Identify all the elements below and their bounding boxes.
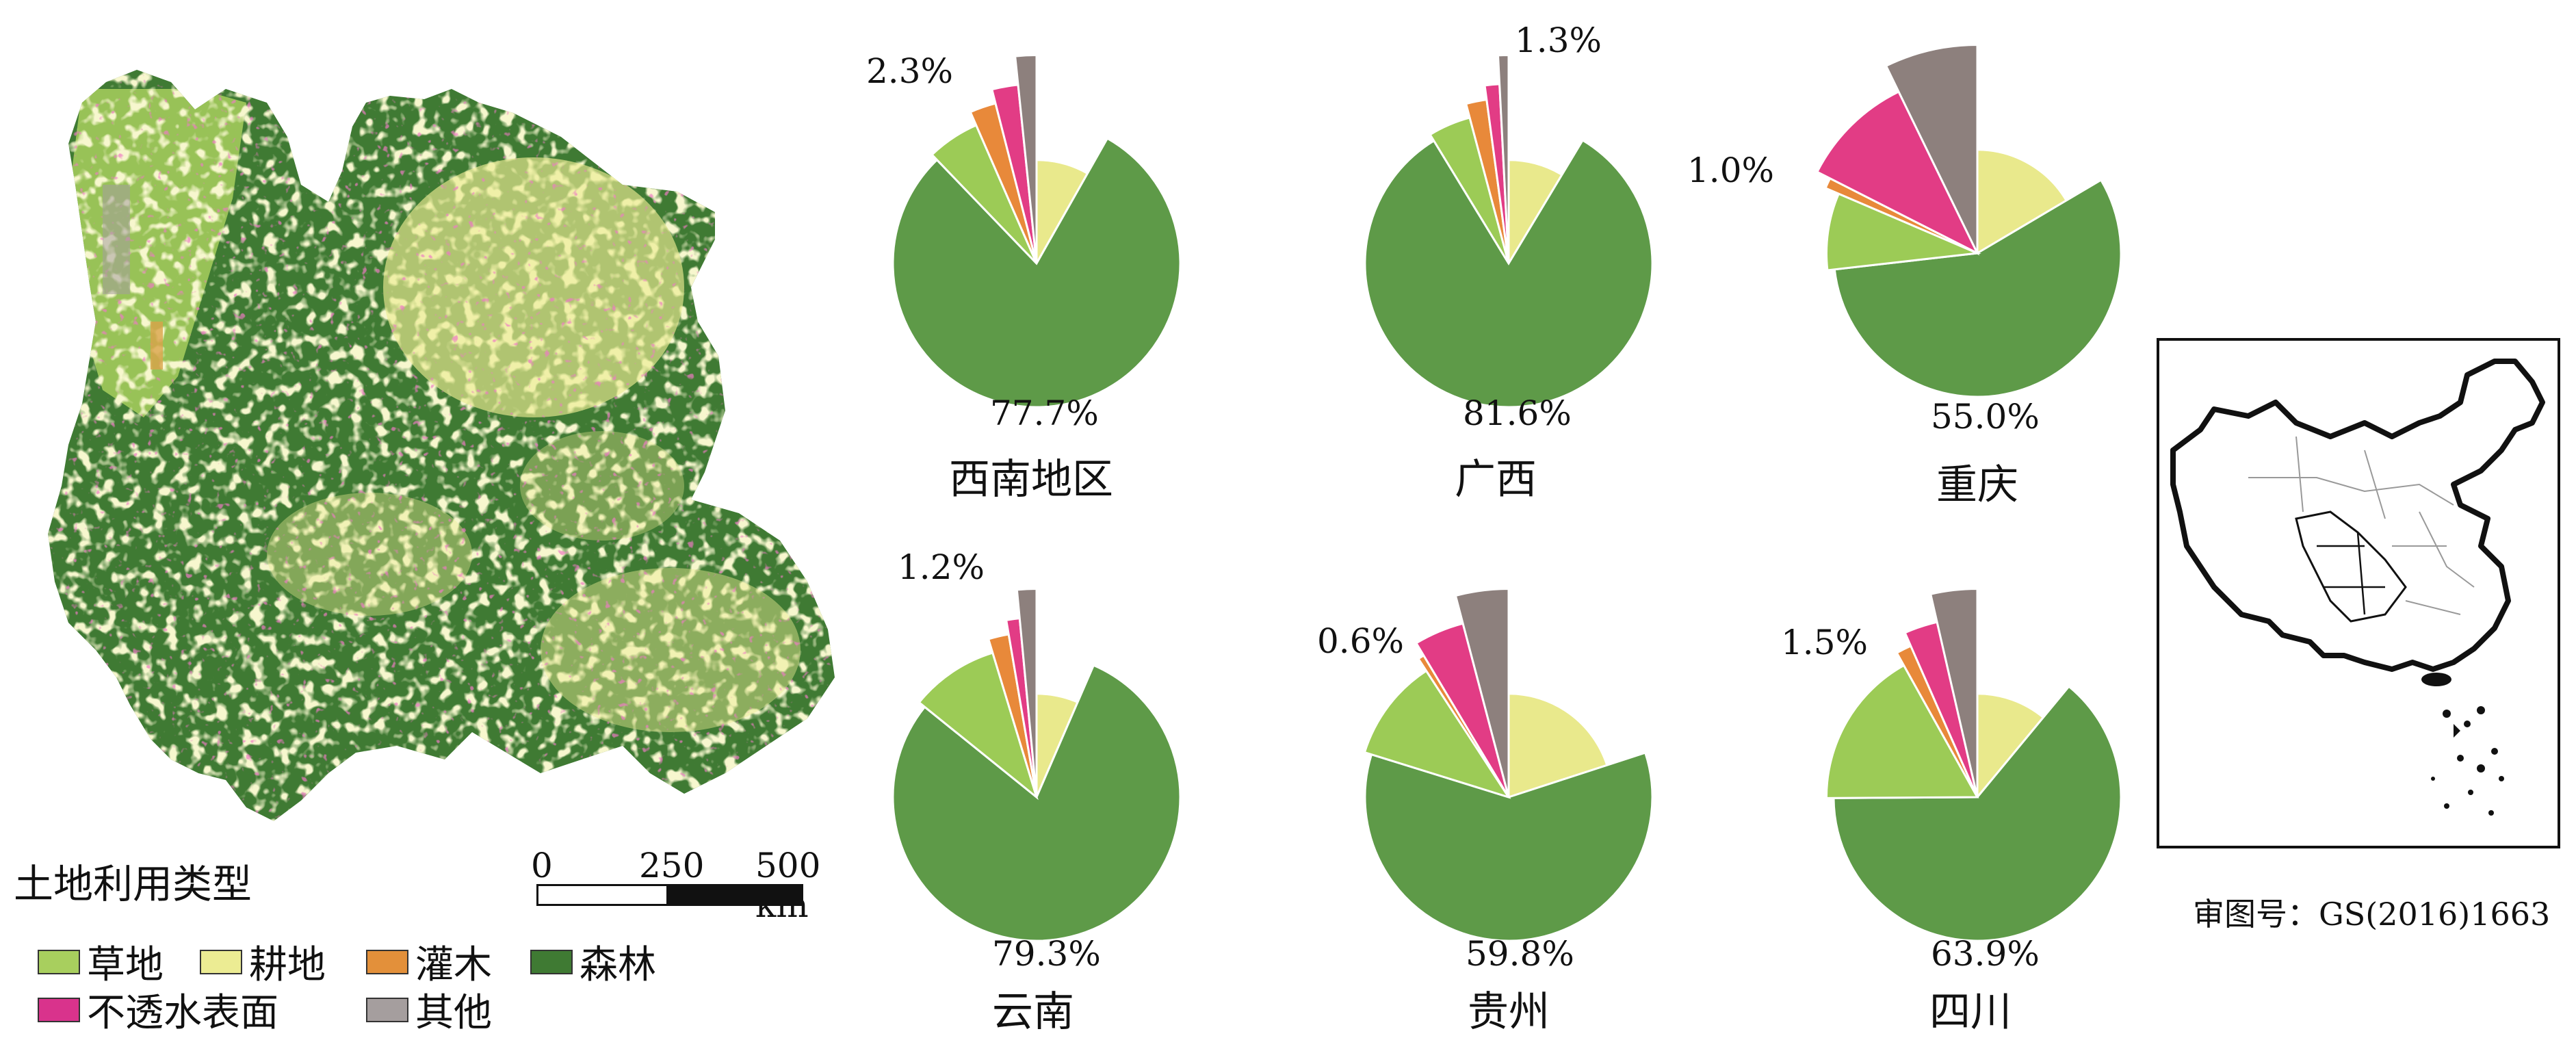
legend-swatch-impervious	[38, 997, 80, 1022]
legend-swatch-farm	[200, 949, 242, 974]
pie-slice-forest-5	[1832, 685, 2122, 942]
landuse-map	[48, 70, 835, 821]
pie-slice-forest-1	[1364, 138, 1654, 408]
legend-label-grass: 草地	[87, 943, 164, 987]
china-inset-outline	[2170, 359, 2545, 816]
pie-label-forest-sichuan: 63.9%	[1931, 934, 2040, 974]
pie-label-impervious-southwest: 2.3%	[866, 51, 954, 91]
pie-slice-farm-2	[1976, 148, 2068, 255]
pie-label-impervious-guangxi: 1.3%	[1515, 21, 1602, 60]
legend-swatch-grass	[38, 949, 80, 974]
pie-slice-grass-4	[1363, 669, 1511, 799]
scale-bar-black-segment	[668, 884, 803, 906]
legend-label-forest: 森林	[580, 943, 656, 987]
legend-swatch-shrub	[366, 949, 408, 974]
pie-slice-forest-4	[1364, 751, 1654, 942]
pie-slice-grass-2	[1825, 192, 1981, 272]
china-inset-map	[2157, 338, 2560, 848]
legend-item-farm: 耕地	[200, 934, 326, 989]
pie-slice-farm-5	[1976, 692, 2045, 801]
legend-label-impervious: 不透水表面	[87, 991, 278, 1035]
pie-title-sichuan: 四川	[1929, 988, 2012, 1036]
pie-title-guangxi: 广西	[1455, 456, 1537, 504]
legend-swatch-other	[366, 997, 408, 1022]
legend-item-grass: 草地	[38, 934, 164, 989]
scale-bar: 0 250 500 km	[531, 846, 820, 925]
pie-label-forest-chongqing: 55.0%	[1931, 397, 2040, 437]
legend-label-other: 其他	[415, 991, 492, 1035]
pie-slice-other-5	[1929, 587, 1979, 798]
pie-label-forest-southwest: 77.7%	[990, 393, 1099, 433]
legend-item-other: 其他	[366, 982, 492, 1037]
pie-title-southwest: 西南地区	[949, 456, 1113, 504]
pie-label-forest-yunnan: 79.3%	[992, 934, 1101, 974]
scale-label-250: 250	[639, 846, 705, 885]
legend-item-forest: 森林	[530, 934, 656, 989]
pie-slice-other-0	[1014, 53, 1038, 264]
legend-label-farm: 耕地	[249, 943, 326, 987]
south-china-sea-islands	[2421, 673, 2504, 816]
legend-swatch-forest	[530, 949, 573, 974]
pie-label-forest-guangxi: 81.6%	[1463, 393, 1572, 433]
pie-label-forest-guizhou: 59.8%	[1466, 934, 1574, 974]
pie-slice-forest-2	[1833, 178, 2122, 398]
pie-slice-grass-3	[918, 651, 1039, 801]
pie-slice-forest-3	[892, 664, 1182, 942]
pie-slice-other-4	[1454, 587, 1510, 798]
legend-item-impervious: 不透水表面	[38, 982, 278, 1037]
pie-slice-other-3	[1015, 587, 1038, 798]
pie-title-yunnan: 云南	[992, 988, 1074, 1036]
legend-item-shrub: 灌木	[366, 934, 492, 989]
pie-label-impervious-chongqing: 1.0%	[1687, 151, 1775, 190]
pie-title-guizhou: 贵州	[1468, 988, 1550, 1036]
pie-slice-forest-0	[892, 137, 1182, 408]
pie-slice-impervious-2	[1815, 90, 1980, 256]
scale-label-0: 0	[531, 846, 553, 885]
pie-slice-grass-5	[1825, 664, 1979, 799]
map-approval-number: 审图号：GS(2016)1663	[2193, 896, 2551, 933]
pie-label-impervious-sichuan: 1.5%	[1781, 623, 1869, 662]
pie-slice-other-1	[1496, 53, 1510, 264]
legend-title: 土地利用类型	[14, 861, 252, 907]
pie-title-chongqing: 重庆	[1936, 461, 2018, 509]
legend-label-shrub: 灌木	[415, 943, 492, 987]
pie-slice-farm-4	[1507, 692, 1609, 799]
pie-label-impervious-guizhou: 0.6%	[1317, 621, 1405, 661]
pie-slice-other-2	[1884, 43, 1979, 254]
scale-bar-white-segment	[536, 884, 668, 906]
pie-label-impervious-yunnan: 1.2%	[898, 547, 985, 587]
